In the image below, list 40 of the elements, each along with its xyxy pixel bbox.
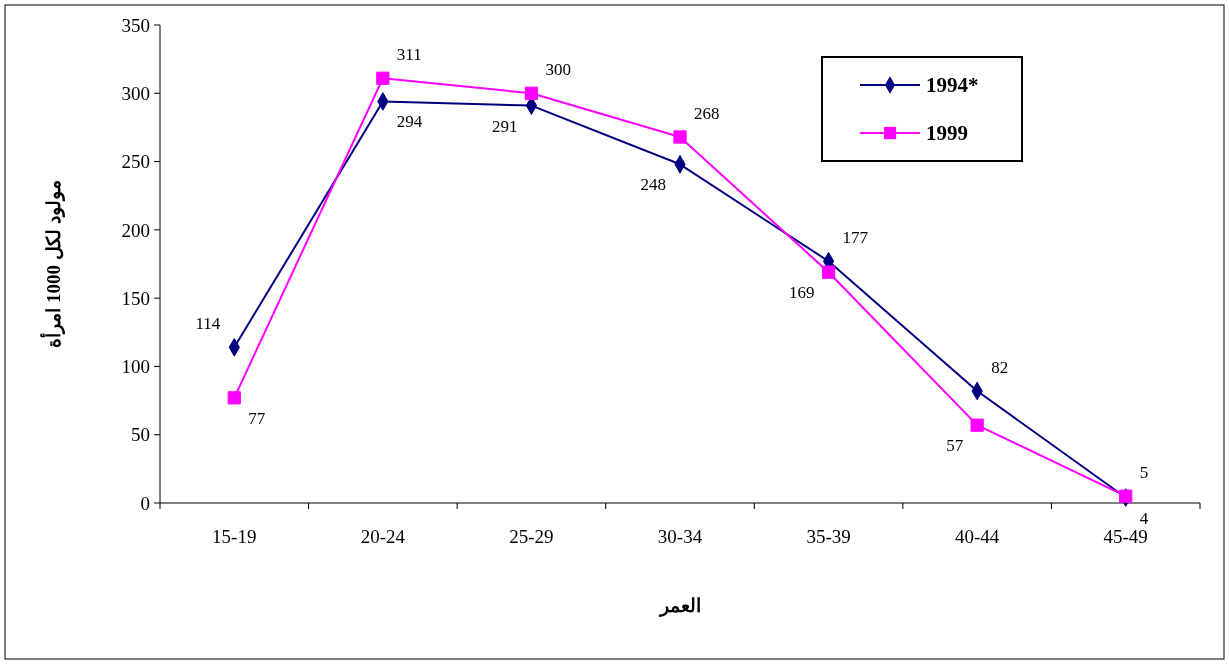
point: [376, 71, 390, 85]
data-label: 291: [491, 116, 518, 136]
point: [1119, 489, 1133, 503]
x-tick-label: 25-29: [509, 526, 554, 547]
x-tick-label: 30-34: [657, 526, 703, 547]
point: [524, 86, 539, 100]
y-tick-label: 100: [121, 356, 150, 378]
data-label: 169: [789, 283, 815, 303]
x-tick-label: 15-19: [212, 526, 257, 547]
x-tick-label: 40-44: [954, 526, 1000, 547]
data-label: 294: [396, 112, 423, 132]
x-tick-label: 45-49: [1103, 526, 1148, 547]
data-label: 57: [946, 436, 964, 456]
data-label: 311: [396, 45, 422, 65]
point: [821, 265, 836, 279]
y-tick-label: 150: [121, 287, 150, 309]
data-label: 5: [1139, 463, 1149, 483]
x-tick-label: 35-39: [806, 526, 851, 547]
data-label: 300: [545, 60, 571, 80]
y-tick-label: 250: [121, 151, 150, 173]
point: [227, 391, 241, 405]
legend-label: 1994*: [926, 73, 979, 98]
y-axis-title: مولود لكل 1000 امرأة: [40, 180, 65, 348]
point: [673, 130, 687, 144]
point: [970, 418, 984, 432]
y-tick-label: 300: [121, 82, 150, 104]
x-tick-label: 20-24: [360, 526, 406, 547]
y-tick-label: 50: [131, 424, 150, 446]
y-tick-label: 200: [121, 219, 150, 241]
data-label: 77: [248, 408, 266, 428]
y-tick-label: 350: [121, 14, 150, 36]
data-label: 248: [640, 175, 666, 195]
data-label: 4: [1139, 508, 1149, 528]
data-label: 82: [991, 358, 1009, 378]
data-label: 268: [694, 103, 720, 123]
data-label: 114: [195, 314, 221, 334]
x-axis-title: العمر: [657, 595, 701, 617]
y-tick-label: 0: [140, 492, 150, 514]
data-label: 177: [842, 228, 869, 248]
legend-label: 1999: [926, 121, 968, 146]
